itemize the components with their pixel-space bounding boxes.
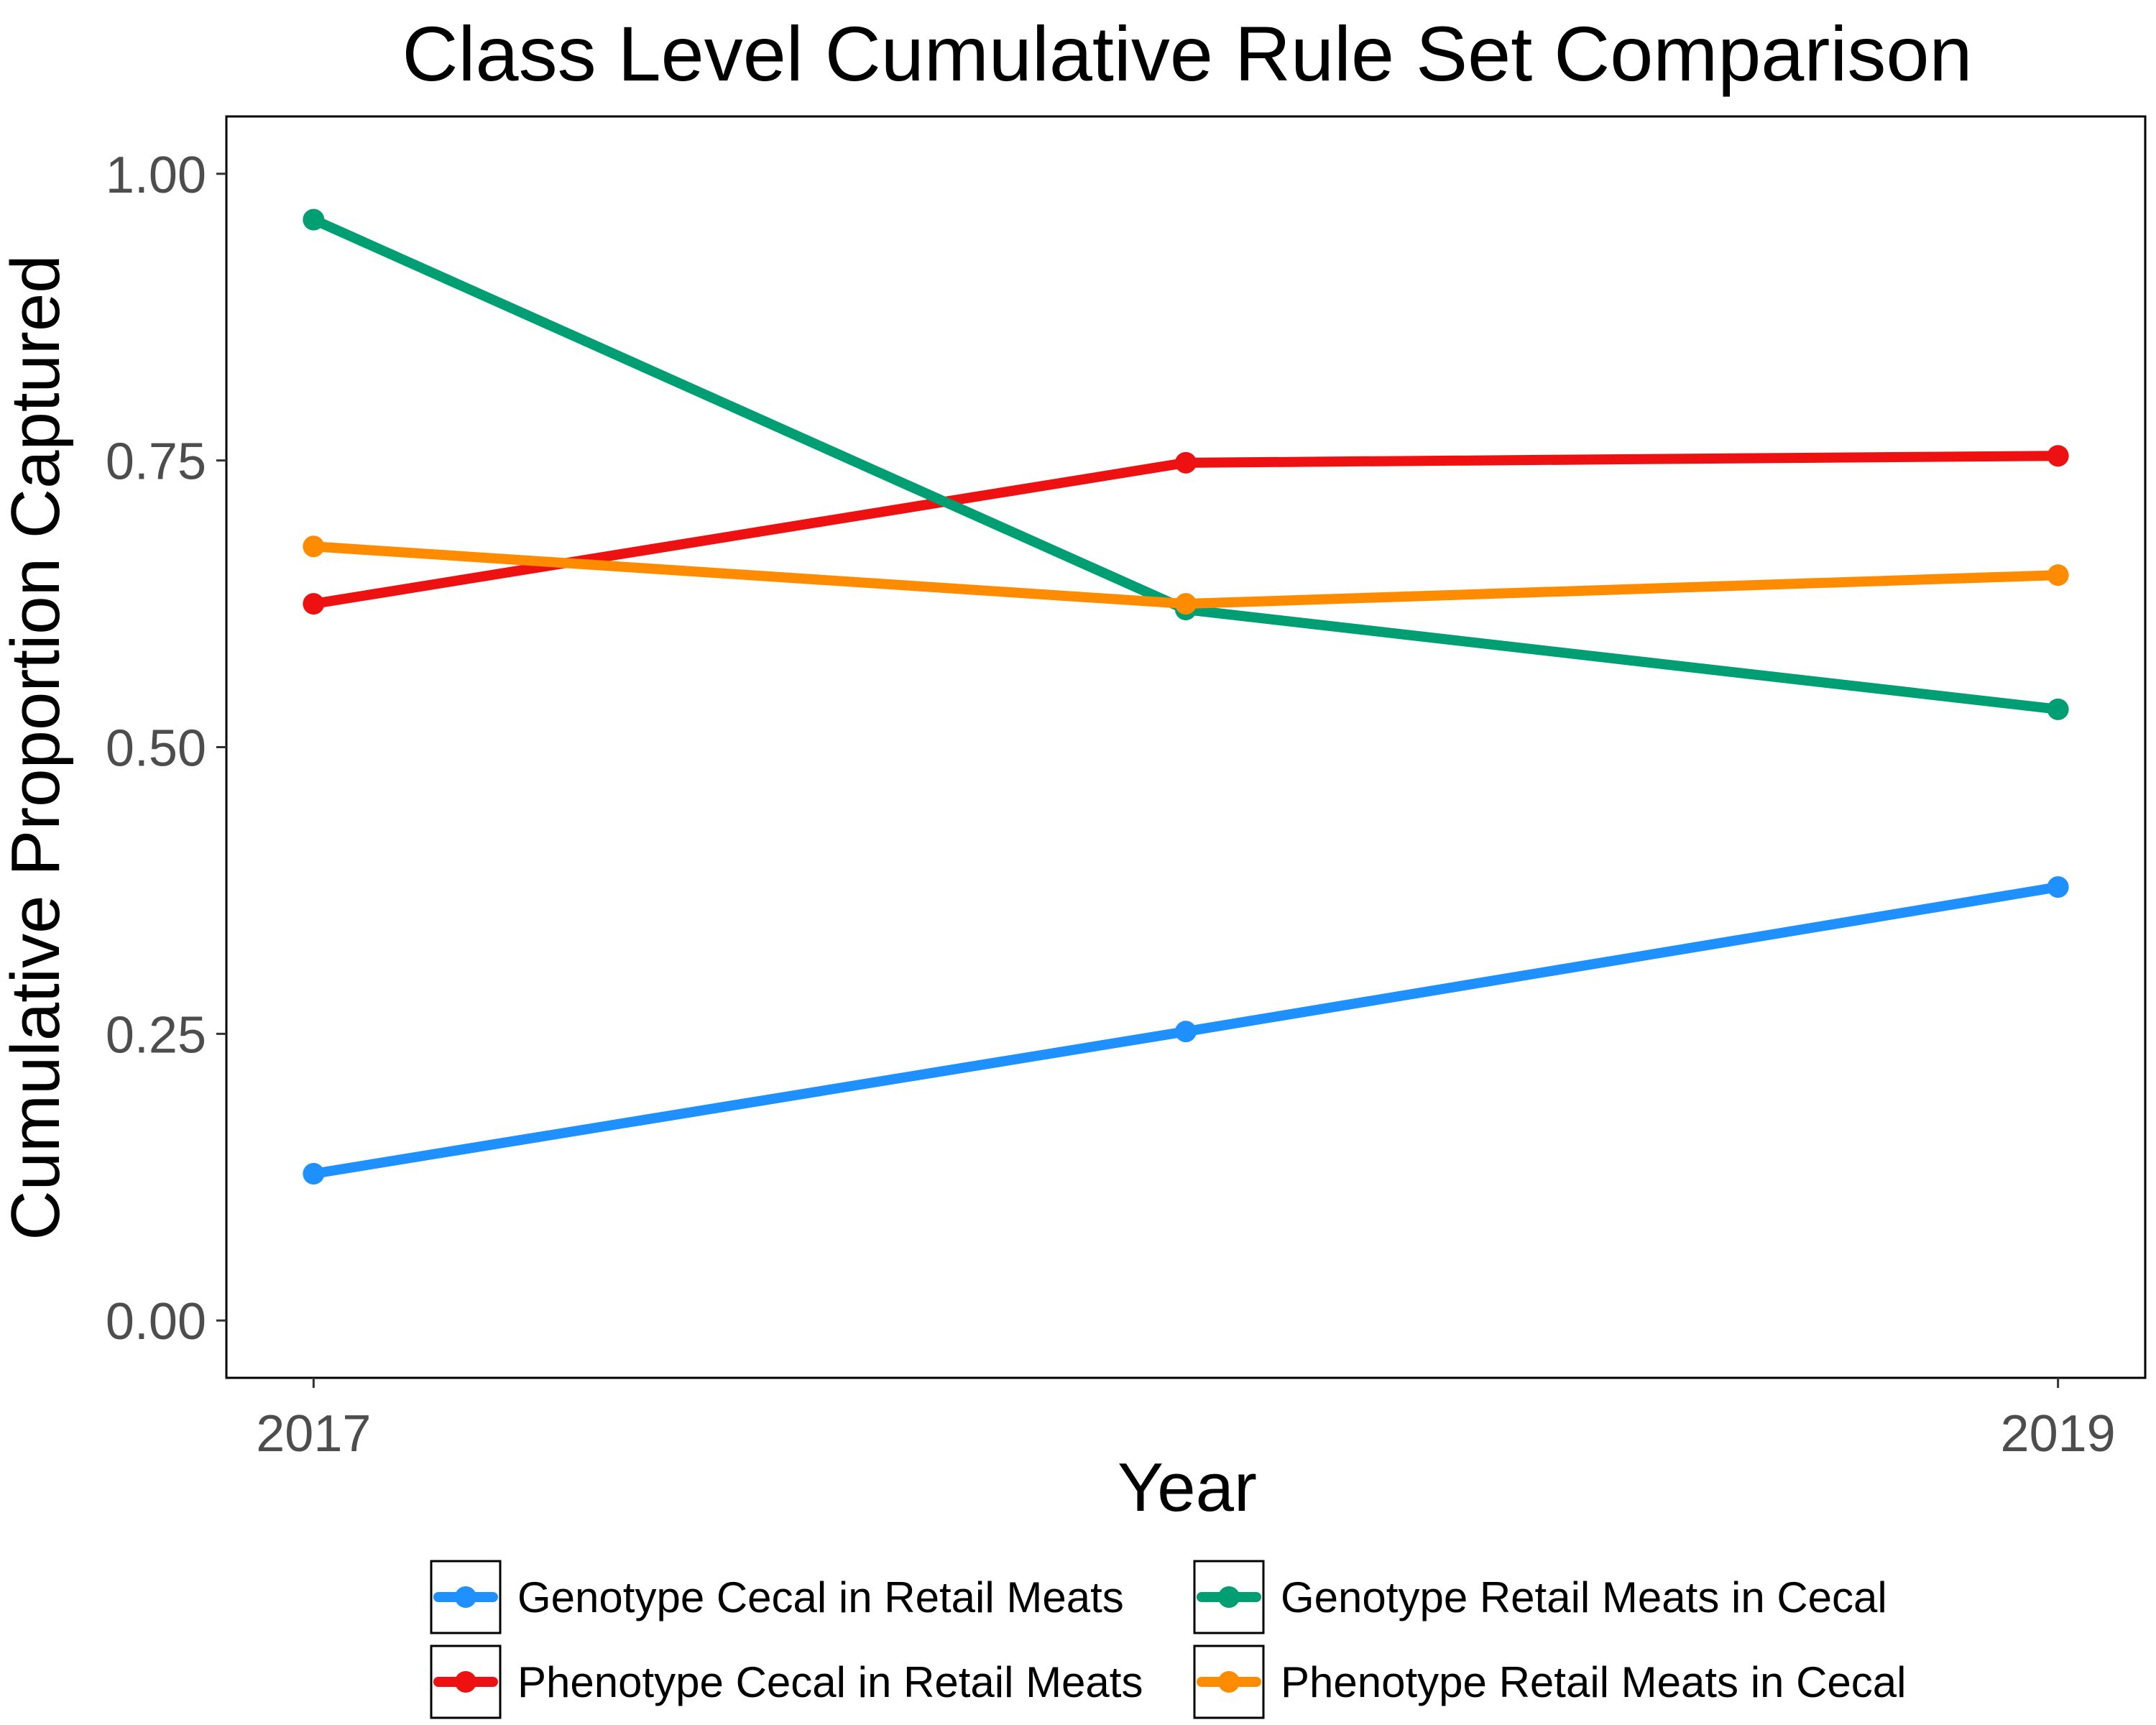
chart-title: Class Level Cumulative Rule Set Comparis… xyxy=(402,10,1973,97)
data-point-genotype-cecal-in-retail-meats xyxy=(1175,1021,1197,1043)
y-tick-label: 0.00 xyxy=(106,1293,206,1351)
legend-label: Genotype Cecal in Retail Meats xyxy=(517,1573,1124,1622)
data-point-phenotype-retail-meats-in-cecal xyxy=(1175,593,1197,615)
series-layer xyxy=(303,208,2069,1185)
y-axis: 0.00 0.25 0.50 0.75 1.00 xyxy=(106,147,226,1351)
legend-label: Phenotype Retail Meats in Cecal xyxy=(1281,1658,1906,1706)
y-tick-label: 1.00 xyxy=(106,147,206,204)
data-point-phenotype-retail-meats-in-cecal xyxy=(303,535,325,558)
data-point-phenotype-cecal-in-retail-meats xyxy=(303,593,325,615)
x-axis-title: Year xyxy=(1118,1449,1257,1526)
legend-key-point-phenotype-retail-meats-in-cecal xyxy=(1218,1671,1240,1693)
data-point-phenotype-retail-meats-in-cecal xyxy=(2047,564,2069,586)
y-tick-label: 0.50 xyxy=(106,720,206,778)
data-point-genotype-retail-meats-in-cecal xyxy=(303,208,325,231)
legend-label: Phenotype Cecal in Retail Meats xyxy=(517,1658,1143,1706)
legend-key-point-phenotype-cecal-in-retail-meats xyxy=(455,1671,476,1693)
legend: Genotype Cecal in Retail Meats Phenotype … xyxy=(430,1560,1906,1719)
data-point-phenotype-cecal-in-retail-meats xyxy=(2047,445,2069,467)
y-tick-label: 0.75 xyxy=(106,433,206,491)
legend-key-point-genotype-retail-meats-in-cecal xyxy=(1218,1586,1240,1608)
data-point-genotype-cecal-in-retail-meats xyxy=(303,1163,325,1185)
x-tick-label: 2017 xyxy=(256,1405,371,1463)
x-axis: 2017 2019 xyxy=(256,1378,2116,1463)
y-tick-label: 0.25 xyxy=(106,1006,206,1064)
y-axis-title: Cumulative Proportion Captured xyxy=(0,254,74,1240)
x-tick-label: 2019 xyxy=(2001,1405,2116,1463)
legend-key-point-genotype-cecal-in-retail-meats xyxy=(455,1586,476,1608)
legend-label: Genotype Retail Meats in Cecal xyxy=(1281,1573,1887,1622)
data-point-genotype-retail-meats-in-cecal xyxy=(2047,698,2069,720)
data-point-genotype-cecal-in-retail-meats xyxy=(2047,876,2069,898)
data-point-phenotype-cecal-in-retail-meats xyxy=(1175,451,1197,474)
